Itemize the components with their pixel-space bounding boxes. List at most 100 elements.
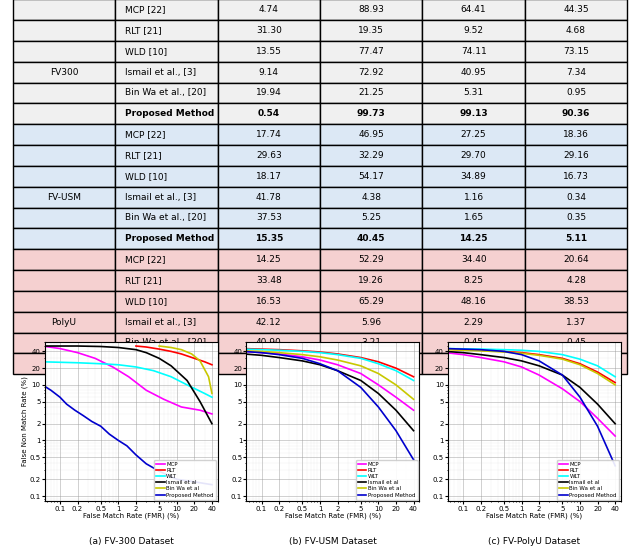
WLT <box>500 347 508 353</box>
Ismail et al <box>97 343 104 350</box>
WLT <box>115 361 122 368</box>
Bin Wa et al <box>316 354 324 360</box>
Bin Wa et al <box>357 363 365 369</box>
WLT <box>477 346 484 353</box>
Ismail et al <box>576 384 584 391</box>
Proposed Method <box>477 347 484 353</box>
MCP <box>500 359 508 365</box>
RLT <box>392 365 400 371</box>
Proposed Method <box>115 437 122 444</box>
Ismail et al <box>374 390 382 397</box>
Bin Wa et al <box>442 347 449 353</box>
Proposed Method <box>240 348 248 355</box>
Proposed Method <box>611 462 619 469</box>
RLT <box>191 355 198 361</box>
Line: Ismail et al: Ismail et al <box>445 352 615 424</box>
Ismail et al <box>115 344 122 351</box>
Ismail et al <box>518 358 525 364</box>
MCP <box>442 349 449 356</box>
Ismail et al <box>142 349 150 356</box>
WLT <box>298 348 306 355</box>
Proposed Method <box>63 401 70 407</box>
MCP <box>298 354 306 360</box>
Proposed Method <box>442 345 449 352</box>
RLT <box>208 361 216 368</box>
RLT <box>316 349 324 355</box>
Bin Wa et al <box>460 347 467 354</box>
Proposed Method <box>594 423 602 430</box>
Proposed Method <box>518 352 525 358</box>
MCP <box>275 350 283 357</box>
WLT <box>535 348 543 355</box>
WLT <box>208 394 216 401</box>
Bin Wa et al <box>177 347 185 353</box>
Line: Proposed Method: Proposed Method <box>42 385 212 485</box>
Line: Proposed Method: Proposed Method <box>445 349 615 466</box>
WLT <box>357 355 365 361</box>
Proposed Method <box>208 482 216 488</box>
MCP <box>518 364 525 370</box>
X-axis label: False Match Rate (FMR) (%): False Match Rate (FMR) (%) <box>486 513 582 520</box>
MCP <box>535 372 543 379</box>
RLT <box>275 347 283 353</box>
Ismail et al <box>275 354 283 361</box>
Line: WLT: WLT <box>445 349 615 377</box>
Line: WLT: WLT <box>244 349 413 381</box>
Ismail et al <box>535 363 543 369</box>
Bin Wa et al <box>410 396 417 403</box>
MCP <box>125 374 132 380</box>
WLT <box>183 381 191 388</box>
RLT <box>333 350 341 357</box>
Ismail et al <box>594 401 602 407</box>
MCP <box>74 349 81 356</box>
WLT <box>97 360 104 367</box>
Bin Wa et al <box>477 348 484 354</box>
WLT <box>374 360 382 367</box>
Y-axis label: False Non Match Rate (%): False Non Match Rate (%) <box>22 376 28 467</box>
RLT <box>258 346 266 353</box>
Proposed Method <box>132 452 140 458</box>
MCP <box>374 381 382 388</box>
WLT <box>594 363 602 369</box>
WLT <box>56 359 64 365</box>
Ismail et al <box>183 377 191 384</box>
Ismail et al <box>410 428 417 434</box>
Ismail et al <box>298 358 306 364</box>
Proposed Method <box>357 384 365 391</box>
Line: MCP: MCP <box>244 352 413 410</box>
Proposed Method <box>535 358 543 364</box>
WLT <box>38 359 46 365</box>
MCP <box>38 343 46 349</box>
Legend: MCP, RLT, WLT, Ismail et al, Bin Wa et al, Proposed Method: MCP, RLT, WLT, Ismail et al, Bin Wa et a… <box>557 460 619 500</box>
Line: Bin Wa et al: Bin Wa et al <box>159 346 212 393</box>
MCP <box>208 410 216 417</box>
Proposed Method <box>500 348 508 355</box>
Line: WLT: WLT <box>42 362 212 397</box>
Proposed Method <box>88 418 95 425</box>
Ismail et al <box>357 377 365 384</box>
MCP <box>109 364 116 370</box>
Proposed Method <box>392 428 400 434</box>
RLT <box>576 360 584 367</box>
Proposed Method <box>38 381 46 388</box>
WLT <box>258 347 266 353</box>
Ismail et al <box>240 350 248 357</box>
Bin Wa et al <box>333 356 341 363</box>
Ismail et al <box>167 363 175 369</box>
Line: RLT: RLT <box>136 346 212 365</box>
Ismail et al <box>500 354 508 361</box>
Proposed Method <box>123 442 131 449</box>
MCP <box>611 433 619 439</box>
Line: Ismail et al: Ismail et al <box>244 354 413 431</box>
WLT <box>392 368 400 374</box>
WLT <box>518 347 525 354</box>
MCP <box>316 356 324 363</box>
RLT <box>374 359 382 365</box>
Bin Wa et al <box>500 349 508 355</box>
Ismail et al <box>559 372 566 379</box>
RLT <box>500 348 508 355</box>
RLT <box>518 349 525 356</box>
MCP <box>177 404 185 410</box>
Bin Wa et al <box>298 352 306 358</box>
Ismail et al <box>196 398 204 405</box>
